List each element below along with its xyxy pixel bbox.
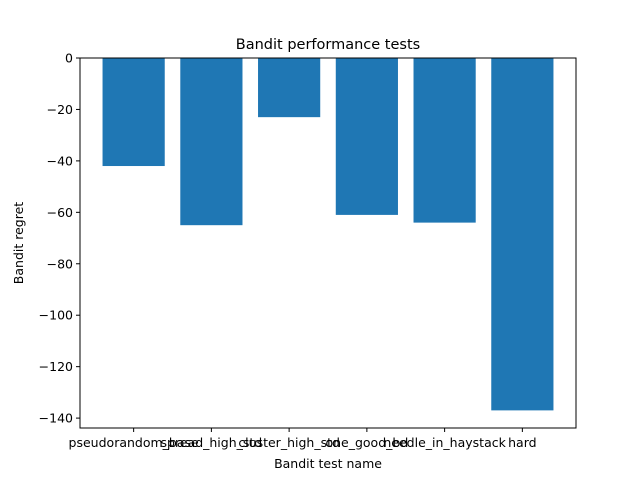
bar-needle_in_haystack xyxy=(413,58,476,223)
x-axis-label: Bandit test name xyxy=(274,456,382,471)
bars-group xyxy=(102,58,554,411)
y-axis-label: Bandit regret xyxy=(11,202,26,284)
y-tick-label: −100 xyxy=(39,308,73,323)
y-axis: 0 −20 −40 −60 −80 −100 −120 −140 xyxy=(39,51,80,426)
plot-frame xyxy=(79,57,577,429)
y-tick-label: −80 xyxy=(47,256,73,271)
bar-pseudorandom_base xyxy=(102,58,165,167)
x-tick-label: spread_high_std xyxy=(161,435,263,450)
x-tick-label: cluster_high_std xyxy=(238,435,340,450)
y-tick-label: −20 xyxy=(47,102,73,117)
bar-spread_high_std xyxy=(180,58,243,226)
y-tick-label: −120 xyxy=(39,359,73,374)
x-tick-label: hard xyxy=(508,435,536,450)
bar-hard xyxy=(491,58,554,411)
bar-cluster_high_std xyxy=(258,58,321,118)
x-tick-label: one_good_bd xyxy=(325,435,408,450)
y-tick-label: −140 xyxy=(39,411,73,426)
bar-one_good_bd xyxy=(335,58,398,215)
x-axis: pseudorandom_basespread_high_stdcluster_… xyxy=(69,428,537,450)
y-tick-label: −40 xyxy=(47,153,73,168)
x-tick-label: pseudorandom_base xyxy=(69,435,199,450)
chart-title: Bandit performance tests xyxy=(236,37,420,53)
y-tick-label: −60 xyxy=(47,205,73,220)
x-tick-label: needle_in_haystack xyxy=(383,435,506,450)
y-tick-label: 0 xyxy=(65,51,73,66)
